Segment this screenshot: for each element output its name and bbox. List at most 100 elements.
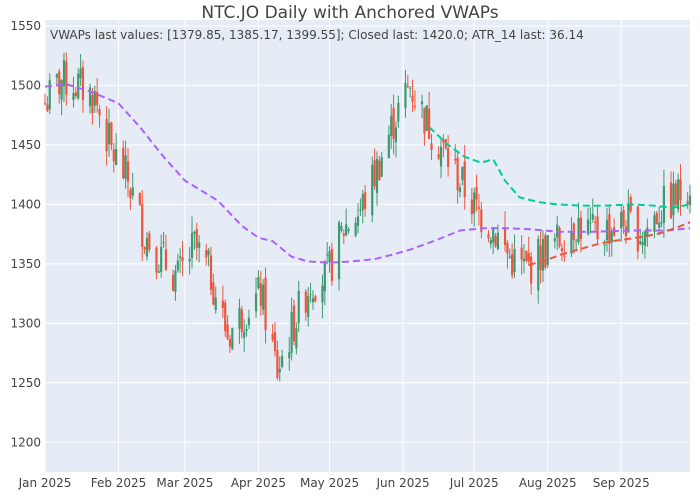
candle-body [575,240,578,242]
candle-body [643,231,647,246]
candle-body [240,309,243,332]
x-axis-ticks: Jan 2025 Feb 2025 Mar 2025 Apr 2025 May 2025… [18,476,650,490]
candle-body [354,222,357,236]
candle-body [409,87,412,89]
candle-body [295,328,298,349]
candle-body [297,290,300,324]
candle-body [226,324,229,339]
candle-body [608,214,611,244]
candle-body [380,157,383,177]
y-tick-label: 1450 [10,138,41,152]
candle-body [326,254,329,256]
candle-body [304,291,307,313]
candle-body [605,220,609,241]
candle-body [157,271,160,273]
chart-annotation: VWAPs last values: [1379.85, 1385.17, 13… [50,28,584,42]
candle-body [93,91,96,106]
candle-body [138,192,141,205]
candle-body [373,160,376,187]
candle-body [148,233,151,250]
candle-body [411,95,414,102]
candle-body [579,217,583,240]
y-tick-label: 1550 [10,19,41,33]
candle-body [378,160,381,181]
candle-body [577,217,580,242]
candle-body [390,115,393,137]
candle-body [679,179,682,200]
candle-body [342,233,345,236]
candle-body [122,147,125,179]
candle-body [674,183,677,205]
candle-body [406,85,409,87]
candle-body [247,317,251,326]
candle-body [162,242,165,244]
candle-body [454,159,457,161]
candle-body [636,206,639,252]
candle-body [447,147,450,167]
candle-body [337,222,341,280]
x-tick-label: Mar 2025 [156,476,213,490]
candle-body [627,204,630,233]
candle-body [560,248,564,252]
candle-body [672,183,675,216]
candle-body [330,249,334,281]
candle-body [660,222,663,224]
plot-area [45,20,690,472]
candle-body [126,161,130,182]
candles [43,52,692,382]
candle-body [311,298,315,303]
candle-body [245,329,248,331]
y-tick-label: 1200 [10,435,41,449]
candle-body [520,247,523,260]
candle-body [238,307,241,329]
candle-body [131,187,134,196]
candle-body [461,166,464,180]
candle-body [271,333,274,340]
chart-title: NTC.JO Daily with Anchored VWAPs [201,3,498,23]
candle-body [115,149,118,166]
candle-body [221,300,224,308]
candle-body [257,277,260,289]
candle-body [292,305,296,342]
candle-body [506,242,509,254]
candle-body [375,158,379,194]
candle-body [155,247,158,273]
candle-body [347,229,350,232]
candle-body [596,216,599,240]
candle-body [321,285,324,303]
candle-body [46,104,49,111]
candle-body [231,327,234,350]
candle-body [508,256,511,258]
candle-body [539,245,542,271]
candle-body [79,68,82,79]
x-tick-label: May 2025 [300,476,359,490]
x-tick-label: Jul 2025 [449,476,499,490]
candle-body [124,155,127,179]
candle-body [603,244,606,246]
candle-body [492,228,495,243]
candle-body [392,107,395,139]
candle-body [273,332,277,351]
candle-body [224,302,227,332]
candle-body [473,192,476,214]
candle-body [437,154,440,159]
candle-body [328,251,331,263]
candle-body [359,209,362,211]
candle-body [88,87,92,107]
candle-body [188,258,191,262]
candle-body [525,250,528,261]
candle-body [281,356,284,367]
candle-body [181,257,184,262]
candle-body [314,296,317,302]
candle-body [254,293,258,312]
candle-body [677,179,680,210]
candle-body [288,352,291,359]
candle-body [494,235,497,247]
candle-body [541,239,545,271]
candle-body [413,106,417,108]
candle-body [641,241,644,245]
candle-body [264,277,267,331]
candle-body [470,199,473,215]
candle-body [610,230,613,243]
